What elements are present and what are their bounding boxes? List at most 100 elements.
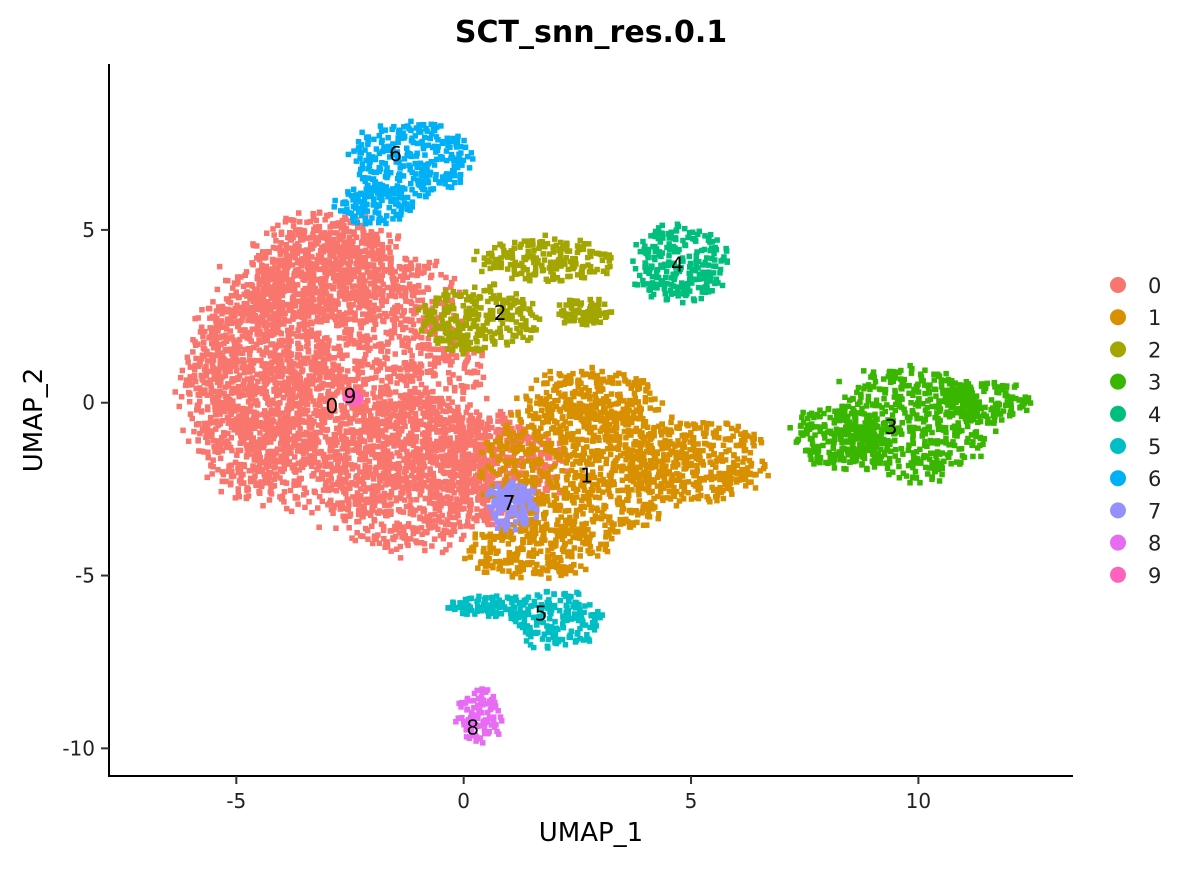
cluster-0-point [294,333,300,339]
cluster-0-point [476,445,482,451]
cluster-0-point [389,432,396,439]
cluster-0-point [474,432,480,439]
cluster-0-point [306,422,313,429]
cluster-0-point [343,326,350,333]
cluster-1-point [532,429,538,435]
cluster-0-point [458,490,464,496]
cluster-0-point [330,249,336,256]
cluster-0-point [222,384,229,390]
cluster-0-point [346,525,352,531]
cluster-0-point [256,331,262,337]
cluster-1-point [654,483,661,489]
cluster-0-point [219,478,225,485]
cluster-0-point [369,507,375,514]
cluster-0-point [261,285,267,292]
cluster-1-points [462,364,771,581]
cluster-0-point [313,318,320,325]
cluster-1-point [558,429,564,436]
cluster-0-point [401,443,407,450]
cluster-0-point [343,216,349,222]
cluster-0-point [376,256,383,262]
cluster-0-point [417,361,423,367]
cluster-1-point [626,427,632,434]
cluster-0-point [418,453,424,459]
cluster-0-point [318,319,324,325]
cluster-0-point [440,408,446,414]
cluster-0-point [357,257,363,263]
cluster-0-point [384,513,390,519]
cluster-0-point [348,316,354,322]
cluster-0-point [195,363,202,370]
cluster-0-point [278,284,284,291]
cluster-0-point [272,283,278,289]
cluster-0-point [391,279,398,286]
cluster-0-point [251,457,258,463]
cluster-0-point [245,391,252,397]
cluster-0-point [360,318,367,324]
cluster-0-point [260,338,266,344]
cluster-0-point [544,487,550,493]
cluster-0-point [234,302,240,308]
cluster-0-point [283,345,290,351]
cluster-0-point [433,357,440,364]
cluster-0-point [333,525,339,531]
cluster-0-point [260,459,267,466]
cluster-0-point [240,405,246,412]
cluster-0-point [251,286,258,293]
cluster-0-point [444,494,451,500]
cluster-1-point [575,428,581,435]
cluster-0-point [402,400,408,406]
cluster-0-point [405,523,411,529]
cluster-0-point [265,291,271,297]
cluster-0-point [396,530,403,536]
cluster-0-point [481,517,488,524]
cluster-0-point [294,410,300,416]
cluster-0-point [410,390,416,396]
cluster-0-point [237,447,244,454]
cluster-1-point [497,440,504,446]
cluster-0-point [387,474,393,481]
cluster-0-point [261,471,267,478]
cluster-0-point [391,370,397,376]
cluster-0-point [214,348,221,354]
cluster-0-point [480,486,486,493]
cluster-0-point [379,377,385,384]
cluster-0-point [378,298,385,304]
cluster-0-point [411,485,418,492]
cluster-0-point [384,441,390,447]
cluster-0-point [474,382,481,388]
cluster-0-point [288,508,295,515]
cluster-0-point [318,306,324,312]
cluster-0-point [312,358,319,364]
cluster-0-point [402,289,408,295]
cluster-0-point [309,509,315,516]
cluster-0-point [413,466,420,472]
cluster-0-point [392,440,398,446]
cluster-0-point [273,392,280,399]
cluster-0-point [297,219,303,225]
cluster-1-point [584,404,590,410]
cluster-0-point [226,361,232,368]
cluster-0-point [433,504,440,511]
cluster-0-point [289,230,296,237]
cluster-0-point [282,339,289,345]
cluster-0-point [471,460,477,467]
cluster-0-point [205,454,211,461]
cluster-0-point [317,297,324,304]
cluster-0-point [287,217,293,223]
cluster-0-point [311,242,317,248]
cluster-0-point [307,254,313,260]
cluster-0-point [314,257,320,263]
cluster-0-point [418,350,424,356]
cluster-0-point [387,398,393,404]
cluster-0-point [375,437,382,443]
cluster-0-point [381,492,388,499]
cluster-0-point [253,383,259,390]
cluster-0-point [461,383,467,390]
cluster-0-point [417,366,423,372]
cluster-0-point [311,271,317,278]
cluster-0-point [187,364,194,370]
cluster-0-point [358,273,364,279]
cluster-0-point [441,351,447,357]
cluster-0-point [326,337,332,344]
